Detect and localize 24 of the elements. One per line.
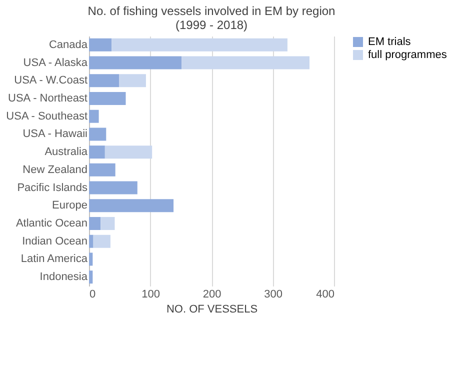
x-tick-label: 300 bbox=[264, 288, 282, 300]
y-tick-label: New Zealand bbox=[22, 164, 88, 176]
x-tick-label: 0 bbox=[90, 288, 96, 300]
y-tick-label: Indian Ocean bbox=[22, 235, 88, 248]
y-tick-label: USA - Alaska bbox=[23, 56, 88, 69]
y-tick-label: Australia bbox=[44, 146, 88, 158]
y-tick-label: Indonesia bbox=[40, 271, 88, 284]
text: No. of fishing vessels involved in EM by region bbox=[88, 4, 336, 18]
y-tick-label: Pacific Islands bbox=[17, 182, 88, 194]
text: (1999 - 2018) bbox=[175, 18, 248, 32]
y-tick-label: USA - Northeast bbox=[8, 92, 88, 104]
y-tick-label: Latin America bbox=[20, 253, 88, 266]
x-axis-title: NO. OF VESSELS bbox=[166, 304, 258, 316]
y-tick-label: Canada bbox=[48, 38, 88, 51]
x-tick-label: 200 bbox=[202, 288, 222, 300]
legend-label: full programmes bbox=[368, 49, 448, 61]
y-tick-label: Atlantic Ocean bbox=[16, 218, 88, 230]
y-tick-label: USA - W.Coast bbox=[14, 74, 88, 87]
x-tick-label: 100 bbox=[142, 288, 160, 300]
y-tick-label: USA - Southeast bbox=[6, 110, 88, 122]
y-tick-label: Europe bbox=[52, 200, 88, 212]
y-tick-label: USA - Hawaii bbox=[22, 128, 88, 140]
x-tick-label: 400 bbox=[316, 288, 334, 300]
legend-label: EM trials bbox=[368, 36, 412, 48]
